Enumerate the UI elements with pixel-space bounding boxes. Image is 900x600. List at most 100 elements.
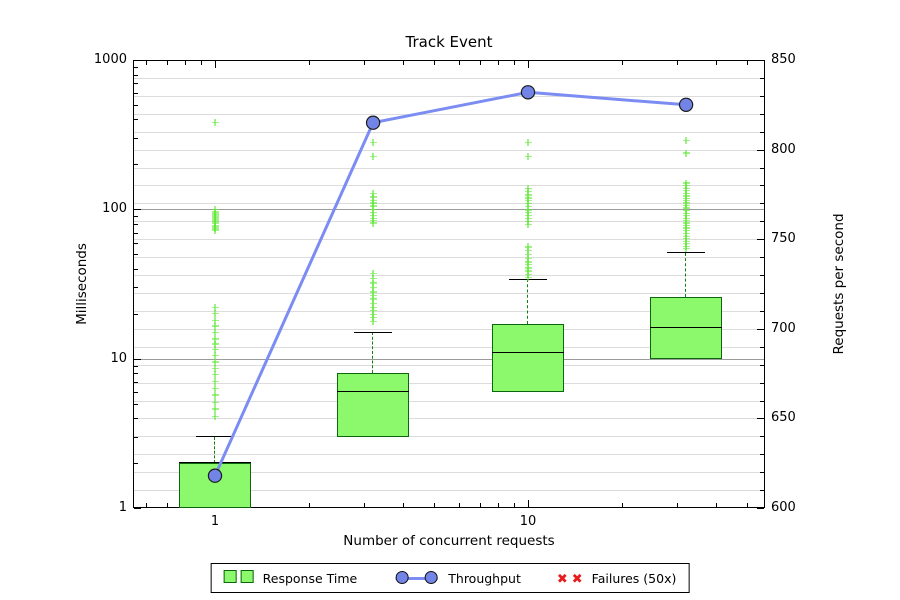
boxplot-box-2 <box>337 373 410 437</box>
x-tick-label: 1 <box>210 514 220 529</box>
gridline-minor <box>134 293 764 294</box>
flier-mark <box>211 310 219 318</box>
x-tick-major-top <box>215 61 216 68</box>
legend-label-throughput: Throughput <box>448 570 521 586</box>
gridline-minor <box>134 436 764 438</box>
gridline-minor <box>134 77 764 79</box>
flier-mark <box>369 153 377 161</box>
gridline-minor <box>134 382 764 384</box>
y-right-tick-major <box>757 508 764 509</box>
y-left-tick-minor <box>134 74 138 76</box>
throughput-marker <box>520 85 536 100</box>
flier-mark <box>369 314 377 322</box>
flier-mark <box>682 136 690 144</box>
y-left-tick-major <box>134 60 141 61</box>
x-tick-minor-top <box>184 61 186 65</box>
x-tick-minor-top <box>166 61 168 65</box>
flier-mark <box>369 274 377 282</box>
flier-mark <box>369 279 377 287</box>
x-tick-label: 10 <box>519 514 537 529</box>
y-right-tick-minor <box>760 310 764 312</box>
y-left-tick-minor <box>134 381 138 383</box>
flier-mark <box>211 385 219 393</box>
y-right-tick-major <box>757 239 764 241</box>
x-tick-minor <box>716 503 718 507</box>
gridline-minor <box>134 328 764 330</box>
y-right-tick-minor <box>760 131 764 133</box>
x-tick-minor-top <box>433 61 435 65</box>
flier-mark <box>524 250 532 258</box>
flier-mark <box>211 365 219 372</box>
x-tick-minor-top <box>746 61 748 65</box>
x-tick-minor <box>309 503 311 507</box>
x-tick-minor-top <box>622 61 624 65</box>
y-right-tick-minor <box>760 77 764 79</box>
y-left-tick-minor <box>134 403 138 405</box>
y-right-tick-minor <box>760 472 764 474</box>
y-left-tick-minor <box>134 223 138 225</box>
boxplot-box-3 <box>492 324 564 392</box>
boxplot-box-1 <box>179 463 251 508</box>
x-tick-major-top <box>528 61 529 68</box>
y-left-tick-minor <box>134 216 138 218</box>
flier-mark <box>211 317 219 325</box>
y-right-tick-label: 800 <box>771 141 796 157</box>
y-right-tick-major <box>757 328 764 330</box>
y-right-tick-minor <box>760 167 764 169</box>
gridline-decade <box>134 209 764 211</box>
flier-mark <box>211 391 219 399</box>
boxplot-median <box>492 351 564 353</box>
y-left-tick-minor <box>134 164 138 166</box>
flier-mark <box>369 270 377 278</box>
y-left-tick-minor <box>134 268 138 270</box>
y-right-tick-label: 750 <box>771 231 796 247</box>
y-left-tick-minor <box>134 242 138 244</box>
y-right-tick-label: 700 <box>771 320 796 336</box>
x-tick-minor <box>677 503 679 507</box>
y-left-tick-minor <box>134 391 138 393</box>
x-tick-minor-top <box>497 61 499 65</box>
y-right-tick-major <box>757 149 764 151</box>
flier-mark <box>211 413 219 420</box>
y-left-tick-minor <box>134 313 138 315</box>
y-left-tick-minor <box>134 463 138 464</box>
y-left-tick-minor <box>134 373 138 375</box>
gridline-decade <box>134 358 764 360</box>
y-right-tick-minor <box>760 185 764 187</box>
x-tick-minor-top <box>309 61 311 65</box>
x-tick-minor <box>458 503 460 507</box>
flier-mark <box>524 153 532 161</box>
y-left-tick-minor <box>134 105 138 106</box>
x-tick-minor-top <box>479 61 481 65</box>
y-right-tick-minor <box>760 382 764 384</box>
boxplot-median <box>179 462 251 464</box>
x-tick-minor <box>746 503 748 507</box>
x-cross-icon: ✖ ✖ <box>556 571 583 587</box>
plot-area <box>133 60 765 508</box>
legend-item-response-time: Response Time <box>223 570 357 586</box>
x-tick-minor-top <box>716 61 718 65</box>
y-right-tick-minor <box>760 113 764 115</box>
flier-mark <box>524 247 532 254</box>
x-tick-minor-top <box>677 61 679 65</box>
flier-mark <box>524 273 532 281</box>
flier-mark <box>524 139 532 147</box>
legend-item-failures: ✖ ✖ Failures (50x) <box>557 571 676 586</box>
flier-mark <box>211 352 219 359</box>
gridline-minor <box>134 167 764 169</box>
y-right-tick-minor <box>760 221 764 223</box>
throughput-marker <box>678 97 694 113</box>
gridline-minor <box>134 203 764 205</box>
x-tick-minor <box>433 503 435 507</box>
gridline-minor <box>134 454 764 456</box>
y-left-tick-label: 1000 <box>93 52 127 67</box>
gridline-minor <box>134 310 764 312</box>
line-marker-icon <box>393 571 439 585</box>
y-right-tick-minor <box>760 490 764 492</box>
y-left-tick-minor <box>134 365 138 367</box>
whisker-cap <box>667 252 706 254</box>
gridline-minor <box>134 400 764 402</box>
flier-mark <box>211 405 219 413</box>
flier-mark <box>682 245 690 253</box>
whisker-cap <box>354 331 393 333</box>
